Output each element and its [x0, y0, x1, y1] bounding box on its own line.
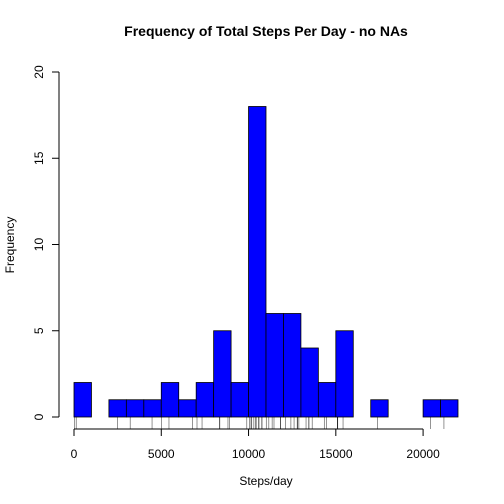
- y-tick-label: 5: [32, 327, 46, 334]
- histogram-bar: [160, 382, 180, 418]
- histogram-bar: [300, 347, 319, 418]
- y-axis-label: Frequency: [3, 217, 17, 274]
- histogram-bars: [73, 106, 459, 418]
- y-tick-label: 10: [32, 238, 46, 252]
- histogram-bar: [440, 399, 459, 418]
- histogram-bar: [73, 382, 92, 418]
- y-tick-label: 0: [32, 413, 46, 420]
- x-tick-label: 0: [71, 447, 78, 461]
- histogram-bar: [108, 399, 127, 418]
- rug-marks: [74, 417, 445, 429]
- x-tick-label: 10000: [232, 447, 266, 461]
- histogram-bar: [317, 382, 337, 418]
- x-tick-label: 15000: [319, 447, 353, 461]
- histogram-bar: [370, 399, 389, 418]
- histogram-bar: [265, 313, 284, 418]
- histogram-bar: [422, 399, 441, 418]
- histogram-bar: [195, 382, 215, 418]
- histogram-bar: [248, 106, 267, 418]
- y-tick-label: 15: [32, 151, 46, 165]
- chart-title: Frequency of Total Steps Per Day - no NA…: [124, 23, 408, 39]
- x-tick-label: 5000: [148, 447, 175, 461]
- histogram-bar: [178, 399, 197, 418]
- x-axis-label: Steps/day: [239, 474, 292, 488]
- x-axis: 0 5000 10000 15000 20000: [71, 428, 440, 461]
- y-axis: 0 5 10 15 20: [32, 65, 60, 420]
- histogram-bar: [283, 313, 302, 418]
- histogram-bar: [125, 399, 145, 418]
- histogram-bar: [213, 330, 232, 418]
- y-tick-label: 20: [32, 65, 46, 79]
- x-tick-label: 20000: [406, 447, 440, 461]
- histogram-bar: [143, 399, 162, 418]
- histogram-bar: [230, 382, 249, 418]
- histogram-bar: [335, 330, 354, 418]
